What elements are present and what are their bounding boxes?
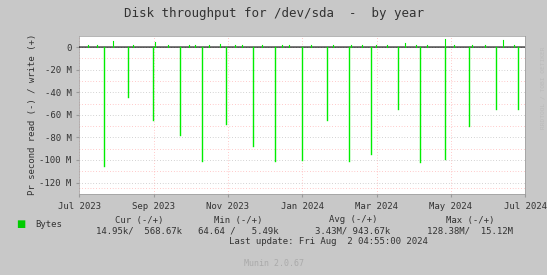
Text: Last update: Fri Aug  2 04:55:00 2024: Last update: Fri Aug 2 04:55:00 2024 <box>229 238 428 246</box>
Text: 64.64 /   5.49k: 64.64 / 5.49k <box>197 227 278 235</box>
Y-axis label: Pr second read (-) / write (+): Pr second read (-) / write (+) <box>28 34 37 196</box>
Text: Avg (-/+): Avg (-/+) <box>329 216 377 224</box>
Text: Min (-/+): Min (-/+) <box>214 216 262 224</box>
Text: 128.38M/  15.12M: 128.38M/ 15.12M <box>427 227 514 235</box>
Text: RRDTOOL / TOBI OETIKER: RRDTOOL / TOBI OETIKER <box>541 47 546 129</box>
Text: Bytes: Bytes <box>36 220 62 229</box>
Text: Munin 2.0.67: Munin 2.0.67 <box>243 259 304 268</box>
Text: Max (-/+): Max (-/+) <box>446 216 494 224</box>
Text: Cur (-/+): Cur (-/+) <box>115 216 164 224</box>
Text: 3.43M/ 943.67k: 3.43M/ 943.67k <box>315 227 391 235</box>
Text: 14.95k/  568.67k: 14.95k/ 568.67k <box>96 227 183 235</box>
Text: ■: ■ <box>16 219 26 229</box>
Text: Disk throughput for /dev/sda  -  by year: Disk throughput for /dev/sda - by year <box>124 7 423 20</box>
